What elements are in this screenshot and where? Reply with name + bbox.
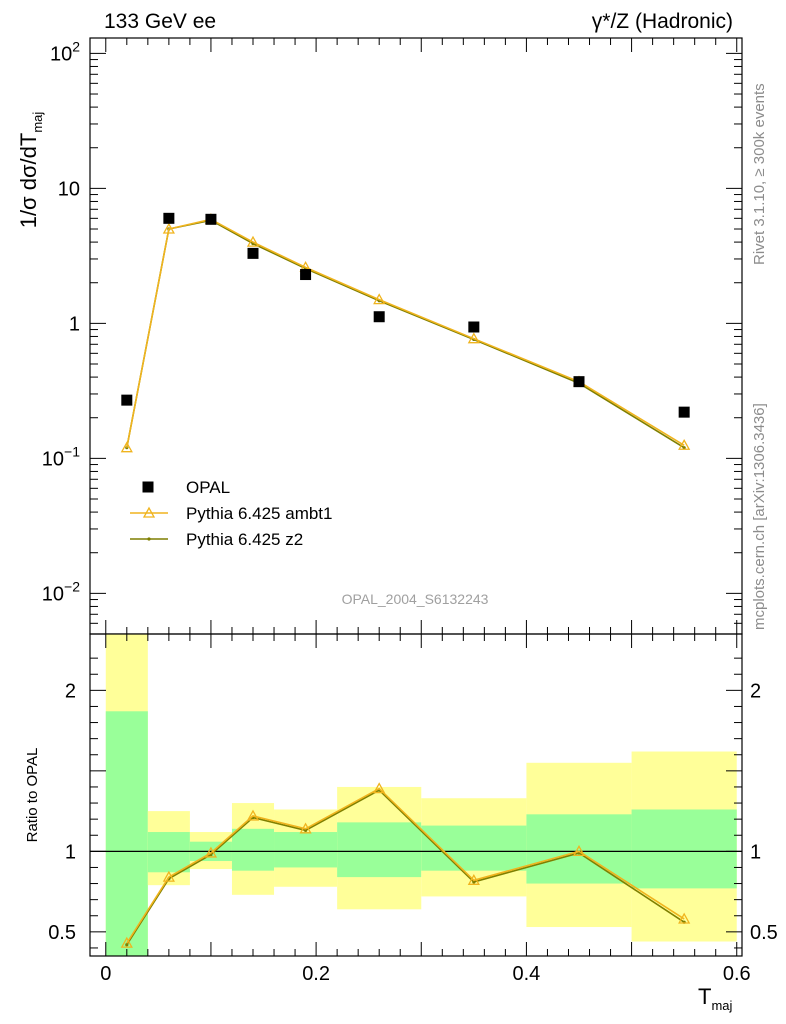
main-opal-point [300, 269, 312, 281]
main-opal-point [121, 394, 133, 406]
ratio-z2-point [125, 943, 129, 947]
ratio-band-green-0 [105, 711, 148, 956]
x-tick-label: 0.2 [302, 963, 330, 985]
main-ambt1-point [678, 438, 691, 450]
ratio-y-tick-label: 2 [65, 680, 76, 702]
main-ambt1-point [162, 222, 175, 234]
ratio-y-axis-label: Ratio to OPAL [24, 748, 41, 843]
main-ambt1-line [126, 218, 685, 448]
left-title: 133 GeV ee [104, 10, 216, 33]
x-label-sub: maj [711, 998, 732, 1013]
ratio-frame [89, 633, 743, 957]
legend: OPAL Pythia 6.425 ambt1 Pythia 6.425 z2 [130, 478, 332, 549]
main-y-tick-exp: 2 [72, 38, 80, 54]
right-title: γ*/Z (Hadronic) [592, 10, 733, 33]
main-y-tick-exp: −2 [64, 578, 80, 594]
ratio-band-green-8 [631, 809, 737, 889]
ratio-ambt1-point [246, 809, 260, 821]
ratio-band-green-4 [274, 832, 338, 868]
main-y-tick-base: 10 [42, 448, 64, 470]
legend-label: Pythia 6.425 ambt1 [186, 504, 332, 523]
ratio-ambt1-line [126, 787, 685, 944]
mcplots-label: mcplots.cern.ch [arXiv:1306.3436] [751, 403, 768, 630]
rivet-label: Rivet 3.1.10, ≥ 300k events [751, 83, 768, 265]
ratio-ambt1-point [204, 846, 218, 858]
main-y-tick-label: 10−2 [42, 578, 80, 605]
ratio-ambt1-point [162, 870, 175, 882]
legend-label: Pythia 6.425 z2 [186, 530, 303, 549]
main-y-label-sub: maj [30, 112, 45, 133]
ratio-y-tick-label: 1 [65, 841, 76, 863]
main-opal-point [163, 212, 175, 224]
x-tick-label: 0.4 [513, 963, 541, 985]
main-ambt1-point [246, 235, 260, 247]
main-opal-point [373, 311, 385, 323]
main-y-tick-label: 10 [58, 178, 80, 200]
main-y-axis-label: 1/σ dσ/dTmaj [16, 112, 45, 229]
analysis-watermark: OPAL_2004_S6132243 [342, 591, 489, 607]
ratio-ambt1-point [678, 912, 691, 924]
ratio-y-tick-label: 0.5 [48, 922, 76, 944]
ratio-ambt1-point [467, 873, 480, 885]
ratio-y-tick-label-right: 0.5 [750, 922, 778, 944]
svg-text:1/σ dσ/dTmaj: 1/σ dσ/dTmaj [16, 112, 45, 229]
x-axis-label: Tmaj [698, 984, 733, 1013]
ratio-band-green-5 [337, 822, 422, 878]
main-y-label-text: 1/σ dσ/dT [16, 133, 41, 229]
main-opal-point [247, 247, 259, 259]
main-opal-point [678, 406, 690, 418]
ratio-plot-panel: 0 0.2 0.4 0.6 0.5 0.5 1 1 2 2 [48, 633, 778, 985]
legend-marker-ambt1 [142, 506, 156, 518]
ratio-band-green-3 [231, 828, 275, 871]
x-label-text: T [698, 984, 711, 1009]
main-z2-line [126, 219, 685, 449]
ratio-y-tick-label-right: 2 [750, 680, 761, 702]
main-z2-point [682, 446, 686, 450]
main-opal-point [468, 321, 480, 333]
ratio-ambt1-point [299, 822, 312, 834]
legend-marker-z2 [147, 537, 151, 541]
ratio-y-tick-label-right: 1 [750, 841, 761, 863]
legend-marker-opal [142, 481, 154, 493]
legend-label: OPAL [186, 478, 230, 497]
ratio-ambt1-point [120, 936, 133, 948]
main-ambt1-point [120, 441, 133, 453]
main-y-tick-base: 10 [50, 43, 72, 65]
ratio-band-green-7 [526, 814, 632, 884]
ratio-ambt1-point [572, 845, 586, 856]
main-y-tick-label: 102 [50, 38, 80, 65]
ratio-ambt1-point [373, 782, 386, 794]
main-opal-point [205, 213, 217, 225]
x-tick-label: 0.6 [723, 963, 751, 985]
main-ambt1-point [467, 332, 480, 344]
main-y-tick-exp: −1 [64, 443, 80, 459]
main-y-tick-base: 1 [69, 313, 80, 335]
main-y-tick-label: 1 [69, 313, 80, 335]
ratio-z2-point [303, 828, 308, 833]
ratio-band-green-6 [421, 825, 527, 871]
ratio-band-green-1 [147, 832, 190, 873]
main-y-tick-base: 10 [58, 178, 80, 200]
main-y-tick-base: 10 [42, 583, 64, 605]
x-tick-label: 0 [100, 963, 111, 985]
main-y-tick-label: 10−1 [42, 443, 80, 470]
ratio-z2-point [472, 880, 476, 884]
main-opal-point [573, 376, 585, 388]
main-ambt1-point [373, 293, 386, 305]
